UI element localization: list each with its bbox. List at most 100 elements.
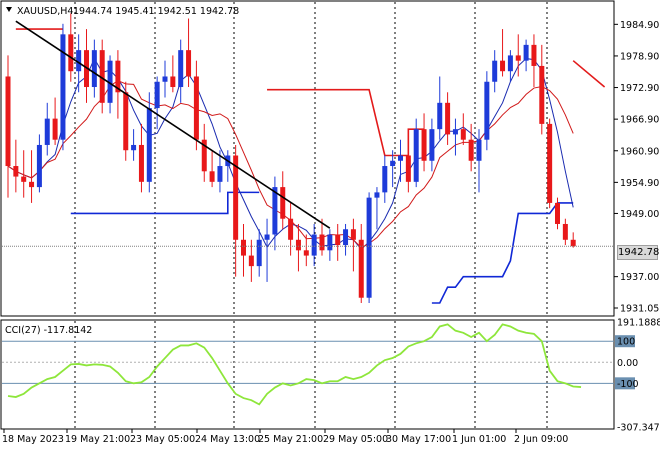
candle-body <box>115 60 121 93</box>
cci-axis: 191.1888 100 0.00 -100 -307.3477 <box>615 318 660 434</box>
candle-body <box>374 192 380 198</box>
candle-body <box>319 234 325 251</box>
candle-body <box>515 55 521 61</box>
time-tick-label: 23 May 05:00 <box>130 434 195 445</box>
price-tick-label: 1949.00 <box>620 209 659 220</box>
candle-body <box>131 144 137 151</box>
candle-body <box>5 76 11 167</box>
candle-body <box>492 60 498 82</box>
candle-body <box>562 223 568 240</box>
candle-body <box>358 239 364 298</box>
trendline[interactable] <box>15 20 331 229</box>
candle-body <box>303 250 309 256</box>
candle-body <box>398 155 403 161</box>
candle-body <box>209 171 215 182</box>
candle-body <box>44 118 50 145</box>
price-tick-label: 1960.90 <box>620 146 659 157</box>
candle-body <box>233 155 239 240</box>
candle-body <box>99 50 105 103</box>
candle-body <box>170 76 176 88</box>
cci-tick-label: -307.3477 <box>617 423 660 434</box>
candle-body <box>138 144 144 182</box>
candle-body <box>382 166 388 193</box>
last-price-label: 1942.78 <box>617 245 660 260</box>
candle-body <box>539 65 545 124</box>
candle-body <box>555 202 560 224</box>
price-tick-label: 1937.00 <box>620 272 659 283</box>
ohlc-readout: 1944.74 1945.41 1942.51 1942.78 <box>73 6 239 17</box>
time-tick-label: 19 May 21:00 <box>65 434 130 445</box>
candle-body <box>507 55 513 72</box>
price-tick-label: 1931.05 <box>620 304 659 315</box>
stop-lines <box>15 28 606 304</box>
candle-body <box>468 139 474 161</box>
cci-level-badge <box>615 377 635 390</box>
candle-body <box>272 187 278 235</box>
candle-body <box>500 60 506 72</box>
candle-body <box>201 139 207 172</box>
time-tick-label: 2 Jun 09:00 <box>514 434 568 445</box>
candle-body <box>217 166 223 182</box>
price-tick-label: 1972.90 <box>620 83 659 94</box>
candle-body <box>452 129 458 135</box>
cci-tick-label: 191.1888 <box>617 318 660 329</box>
cci-level-lines <box>2 340 614 384</box>
candle-body <box>256 239 262 267</box>
candle-body <box>241 239 246 256</box>
time-tick-label: 24 May 13:00 <box>195 434 260 445</box>
candle-body <box>60 34 66 140</box>
candle-body <box>52 118 58 140</box>
price-tick-label: 1978.90 <box>620 51 659 62</box>
price-axis: 1984.90 1978.90 1972.90 1966.90 1960.90 1954.… <box>614 20 659 315</box>
candle-body <box>107 60 113 103</box>
time-tick-label: 1 Jun 01:00 <box>452 434 506 445</box>
price-tick-label: 1984.90 <box>620 20 659 31</box>
cci-series <box>7 323 582 406</box>
candle-body <box>91 50 97 88</box>
candle-body <box>248 255 254 267</box>
stop-line <box>267 88 425 157</box>
vertical-grid <box>74 2 548 428</box>
candle-body <box>390 160 396 167</box>
cci-panel[interactable] <box>0 319 615 430</box>
candle-body <box>421 129 427 161</box>
candle-body <box>484 81 490 140</box>
price-panel[interactable] <box>0 0 615 317</box>
cci-line <box>7 323 582 406</box>
candle-body <box>531 44 537 66</box>
stop-line <box>572 60 606 88</box>
candle-body <box>445 102 451 135</box>
candle-body <box>476 139 482 161</box>
trendline-segment <box>15 20 331 229</box>
candle-body <box>437 102 443 130</box>
price-tick-label: 1966.90 <box>620 115 659 126</box>
candle-body <box>264 234 270 240</box>
time-tick-label: 18 May 2023 <box>2 434 64 445</box>
candle-body <box>178 50 184 88</box>
candle-body <box>429 129 435 161</box>
candle-body <box>193 76 199 140</box>
stop-line <box>431 202 574 304</box>
cci-label: CCI(27) -117.8142 <box>5 325 92 336</box>
cci-tick-label: 0.00 <box>617 358 638 369</box>
time-tick-label: 30 May 17:00 <box>386 434 451 445</box>
cci-tick-label: 100 <box>617 337 635 348</box>
candle-body <box>413 129 419 182</box>
candle-body <box>146 108 152 182</box>
candle-body <box>570 239 576 247</box>
time-axis: 18 May 2023 19 May 21:00 23 May 05:00 24 Ma… <box>2 429 568 445</box>
candle-body <box>21 176 27 182</box>
candle-body <box>186 50 192 77</box>
candle-body <box>460 129 466 140</box>
time-tick-label: 29 May 05:00 <box>323 434 388 445</box>
candle-body <box>76 50 82 72</box>
candle-body <box>29 181 35 188</box>
collapse-triangle-icon[interactable] <box>6 7 12 12</box>
candle-body <box>405 155 411 182</box>
candle-body <box>36 144 42 188</box>
candle-body <box>311 234 317 256</box>
candle-body <box>280 187 286 219</box>
candle-body <box>350 229 356 240</box>
cci-tick-label: -100 <box>617 379 639 390</box>
